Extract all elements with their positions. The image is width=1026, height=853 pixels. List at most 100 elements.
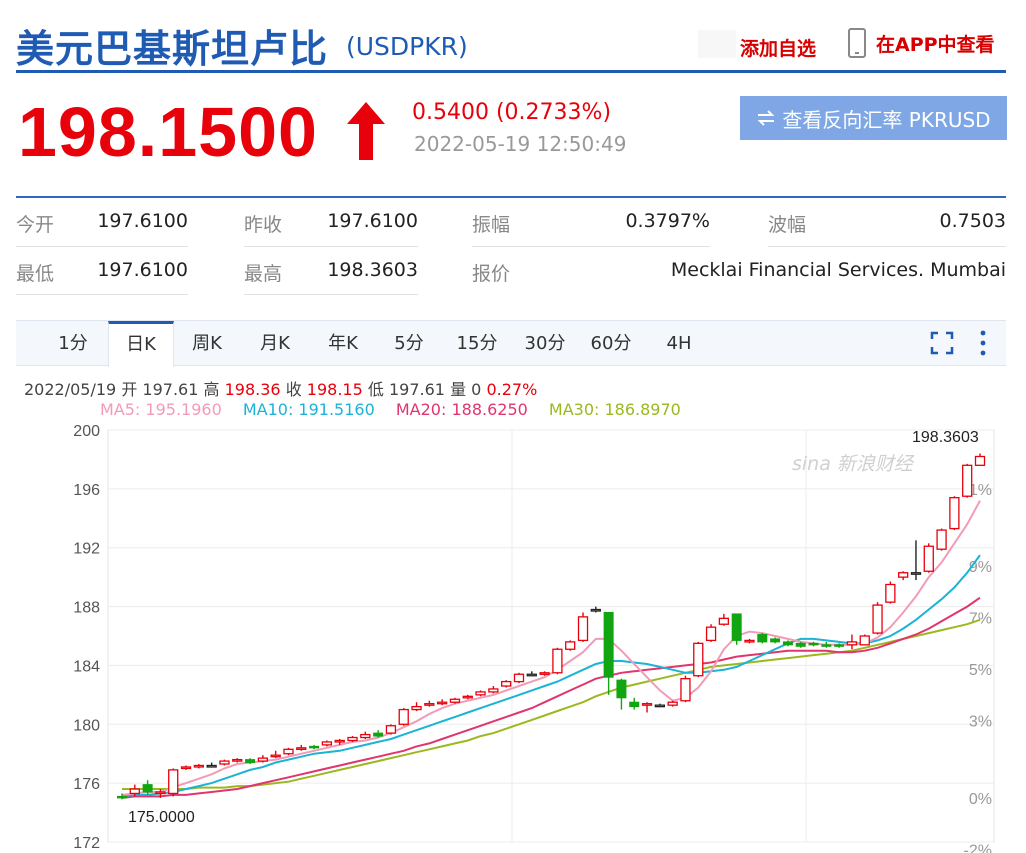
candle-body [872,604,883,634]
add-favorite-button[interactable]: 添加自选 [740,38,817,60]
pct-tick-label: 0% [969,791,992,808]
ma20-line [121,596,981,799]
chart-period-tabs: 1分 日K 周K 月K 年K 5分 15分 30分 60分 4H [16,320,1006,367]
stat-prev-close-value: 197.6100 [327,210,418,232]
sina-watermark-icon: sina 新浪财经 [792,453,915,475]
candle-body [501,680,512,687]
candle-body [859,635,870,646]
candle-body [475,691,486,696]
candle-body [705,626,717,642]
tab-60min[interactable]: 60分 [590,333,632,354]
stat-prev-close-label: 昨收 [244,214,283,236]
tab-daily[interactable]: 日K [108,321,174,367]
ma20-label: MA20: 188.6250 [395,400,528,419]
candle-body [398,708,409,725]
candle-body [513,673,525,683]
stat-divider [244,246,418,247]
candle-body [577,616,589,642]
candle-body [654,704,666,708]
ma10-label: MA10: 191.5160 [242,400,375,419]
candle-body [206,764,217,768]
candle-body [180,766,192,770]
candle-body [411,705,422,711]
tab-1min[interactable]: 1分 [58,333,88,354]
tab-5min[interactable]: 5分 [394,333,424,354]
candle-body [782,641,793,646]
pct-tick-label: -2% [964,842,992,853]
y-tick-label: 192 [73,541,100,558]
view-in-app-button[interactable]: 在APP中查看 [848,28,995,58]
stat-divider [16,246,188,247]
y-tick-label: 176 [73,776,100,793]
pct-tick-label: 9% [969,559,992,576]
candle-body [641,703,653,706]
candle-body [436,701,448,705]
ohlc-vol-label: 量 [450,380,467,399]
min-price-label: 175.0000 [128,809,195,826]
tab-4h[interactable]: 4H [666,333,692,354]
candle-body [808,642,819,646]
tab-15min[interactable]: 15分 [456,333,498,354]
candle-body [539,672,550,675]
candle-body [731,613,742,641]
candle-body [667,701,678,706]
y-tick-label: 172 [73,835,100,852]
candle-body [974,455,986,466]
candle-body [590,608,601,612]
ohlc-close-label: 收 [285,380,302,399]
tab-30min[interactable]: 30分 [524,333,566,354]
price-change: 0.5400 (0.2733%) [412,100,612,125]
candle-body [744,639,755,643]
pct-tick-label: 3% [969,714,992,731]
candle-body [629,701,640,708]
candle-body [693,642,704,677]
ohlc-date: 2022/05/19 [24,380,117,399]
candle-body [193,764,204,768]
candle-body [923,545,934,572]
candle-body [232,758,243,762]
y-tick-label: 188 [73,600,100,617]
stat-volatility-label: 波幅 [768,214,807,236]
candle-body [603,611,614,678]
ohlc-close: 198.15 [306,380,363,399]
candle-body [949,497,960,530]
candle-body [565,641,576,650]
stat-amplitude-value: 0.3797% [625,210,710,232]
candle-body [321,741,333,746]
candlestick-chart[interactable]: 20019619218818418017617211%9%7%5%3%0%-2%… [0,418,1026,853]
candle-body [936,529,947,550]
ohlc-readout: 2022/05/19 开 197.61 高 198.36 收 198.15 低 … [24,376,537,400]
reverse-rate-button[interactable]: 查看反向汇率 PKRUSD [740,96,1007,140]
favorite-icon[interactable] [698,30,736,58]
stat-high-value: 198.3603 [327,259,418,281]
tab-weekly[interactable]: 周K [192,333,222,354]
candle-body [296,747,307,750]
candle-body [898,572,909,578]
page-title: 美元巴基斯坦卢比 [16,27,329,71]
phone-icon [848,28,866,58]
candle-body [770,638,781,643]
stat-amplitude-label: 振幅 [472,214,511,236]
pct-tick-label: 7% [969,611,992,628]
stat-low-value: 197.6100 [97,259,188,281]
y-tick-label: 200 [73,423,100,440]
pct-tick-label: 5% [969,662,992,679]
stats-divider [16,196,1006,198]
y-tick-label: 184 [73,658,100,675]
tab-yearly[interactable]: 年K [328,333,358,354]
fullscreen-icon[interactable] [930,331,954,355]
stat-volatility-value: 0.7503 [939,210,1006,232]
tab-monthly[interactable]: 月K [260,333,290,354]
candle-body [270,754,281,758]
candle-body [373,732,384,737]
stat-high-label: 最高 [244,263,283,285]
stat-divider [768,246,1006,247]
candle-body [257,757,269,762]
candle-body [245,759,256,764]
candle-body [885,583,896,603]
candle-body [424,703,435,706]
header-divider [16,70,1006,73]
max-price-label: 198.3603 [912,429,979,446]
more-options-icon[interactable] [978,329,988,357]
ma30-label: MA30: 186.8970 [548,400,681,419]
